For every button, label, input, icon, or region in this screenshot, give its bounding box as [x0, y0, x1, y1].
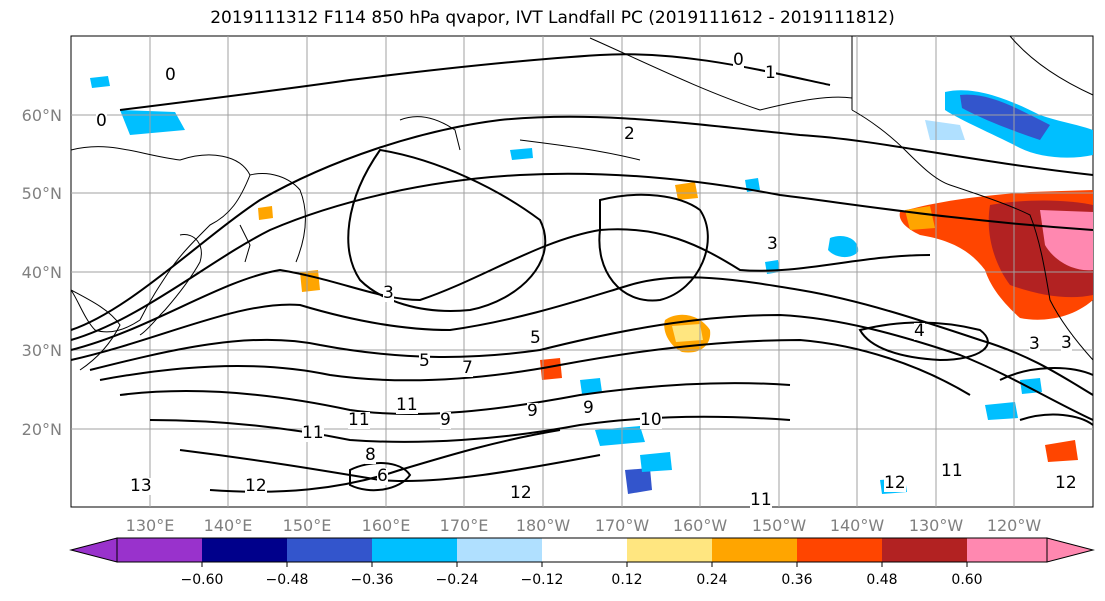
lon-label: 130°W — [908, 516, 964, 535]
contour-label: 13 — [130, 476, 152, 496]
lat-label: 60°N — [21, 106, 62, 125]
contour-label: 0 — [96, 111, 107, 131]
contour-label: 11 — [302, 423, 324, 443]
lat-label: 20°N — [21, 420, 62, 439]
contour-label: 9 — [527, 401, 538, 421]
contour-label: 11 — [941, 461, 963, 481]
contour-label: 2 — [624, 124, 635, 144]
lon-label: 180°W — [515, 516, 571, 535]
lon-label: 160°E — [361, 516, 411, 535]
contour-label: 6 — [377, 466, 388, 486]
contour-label: 3 — [383, 283, 394, 303]
lon-label: 140°W — [829, 516, 885, 535]
contour-label: 9 — [440, 410, 451, 430]
contour-label: 12 — [884, 473, 906, 493]
contour-label: 12 — [245, 476, 267, 496]
contour-label: 0 — [733, 50, 744, 70]
lon-label: 160°W — [672, 516, 728, 535]
contour-label: 1 — [765, 63, 776, 83]
contour-label: 4 — [914, 321, 925, 341]
lat-label: 50°N — [21, 184, 62, 203]
colorbar-tick-label: 0.12 — [611, 572, 643, 588]
lon-label: 140°E — [203, 516, 253, 535]
colorbar-tick-label: 0.48 — [866, 572, 898, 588]
contour-label: 9 — [583, 398, 594, 418]
contour-label: 12 — [510, 483, 532, 503]
colorbar-tick-label: −0.48 — [265, 572, 309, 588]
contour-label: 3 — [1029, 334, 1040, 354]
lat-label: 40°N — [21, 263, 62, 282]
lon-label: 170°W — [594, 516, 650, 535]
contour-label: 3 — [1061, 333, 1072, 353]
contour-label: 3 — [767, 234, 778, 254]
contour-label: 0 — [165, 65, 176, 85]
colorbar-tick-label: −0.24 — [435, 572, 479, 588]
lon-label: 120°W — [986, 516, 1042, 535]
contour-label: 5 — [419, 351, 430, 371]
colorbar-tick-label: 0.60 — [951, 572, 983, 588]
contour-label: 10 — [640, 410, 662, 430]
contour-label: 11 — [750, 490, 772, 510]
colorbar — [69, 537, 1095, 567]
contour-label: 5 — [530, 328, 541, 348]
contour-label: 11 — [348, 410, 370, 430]
contour-label: 11 — [396, 395, 418, 415]
lon-label: 150°W — [751, 516, 807, 535]
colorbar-tick-label: 0.36 — [781, 572, 813, 588]
contour-label: 8 — [365, 445, 376, 465]
lon-label: 150°E — [282, 516, 332, 535]
colorbar-tick-label: −0.60 — [180, 572, 224, 588]
lat-label: 30°N — [21, 341, 62, 360]
colorbar-tick-label: −0.12 — [520, 572, 564, 588]
map-title: 2019111312 F114 850 hPa qvapor, IVT Land… — [210, 8, 895, 28]
contour-lines — [70, 53, 1094, 493]
contour-label: 12 — [1055, 473, 1077, 493]
colorbar-tick-label: 0.24 — [696, 572, 728, 588]
lon-label: 170°E — [439, 516, 489, 535]
contour-label: 7 — [462, 358, 473, 378]
lon-label: 130°E — [125, 516, 175, 535]
colorbar-tick-label: −0.36 — [350, 572, 394, 588]
